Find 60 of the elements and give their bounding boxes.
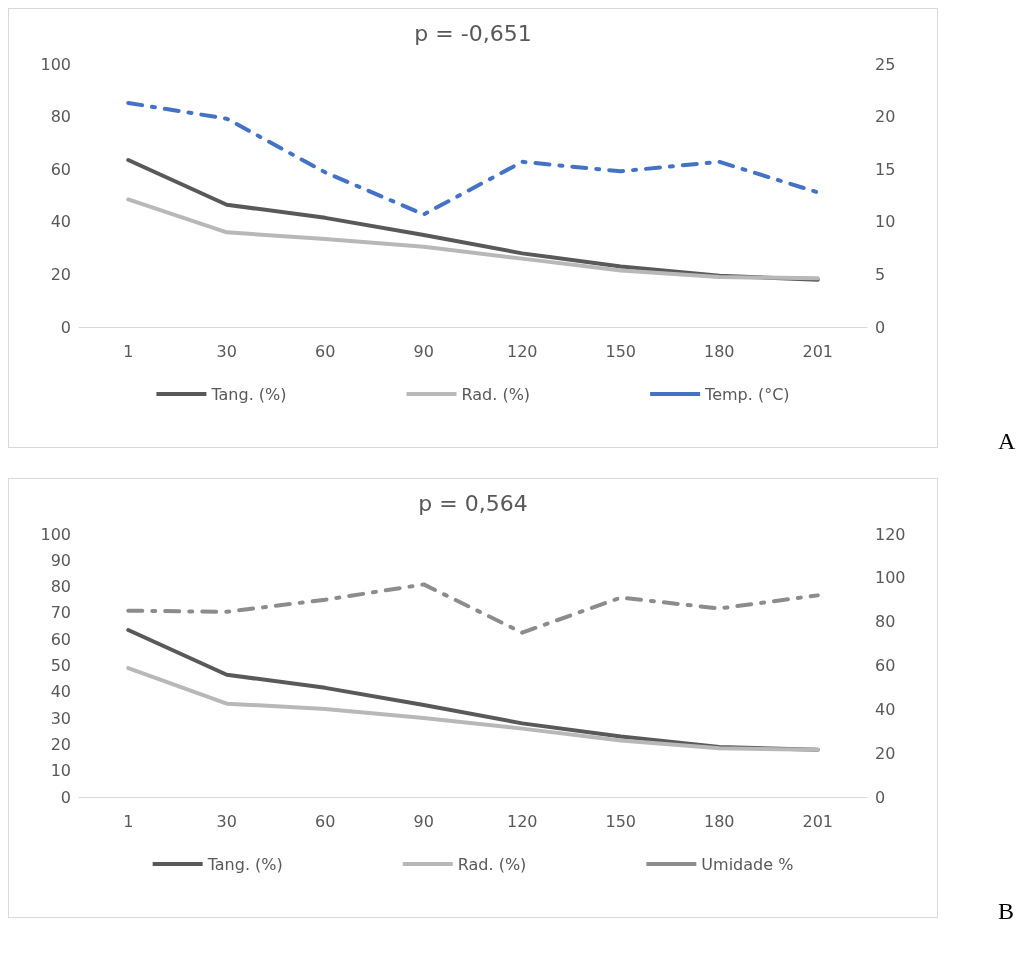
- x-tick-label: 150: [605, 811, 637, 831]
- x-tick-label: 90: [413, 811, 434, 831]
- y-tick-label: 20: [50, 734, 71, 754]
- y-tick-label: 0: [60, 787, 71, 807]
- x-tick-label: 30: [216, 341, 237, 361]
- text: B: [998, 898, 1015, 925]
- legend-label: Umidade %: [701, 854, 794, 874]
- legend-label: Tang. (%): [206, 854, 283, 874]
- line-series: [126, 666, 820, 752]
- x-tick-label: 30: [216, 811, 237, 831]
- legend-label: Rad. (%): [461, 384, 531, 404]
- x-tick-label: 60: [315, 341, 336, 361]
- x-tick-label: 1: [123, 341, 134, 361]
- x-tick-label: 180: [703, 341, 735, 361]
- y-tick-label: 60: [50, 159, 71, 179]
- y2-tick-label: 0: [875, 317, 886, 337]
- y2-tick-label: 15: [875, 159, 896, 179]
- y2-tick-label: 25: [875, 54, 896, 74]
- chart-title: p = 0,564: [418, 490, 528, 516]
- legend-label: Temp. (°C): [704, 384, 790, 404]
- y2-tick-label: 60: [875, 656, 896, 675]
- y-tick-label: 60: [50, 629, 71, 649]
- y-tick-label: 80: [50, 577, 71, 597]
- y-tick-label: 10: [50, 761, 71, 781]
- y-tick-label: 0: [60, 317, 71, 337]
- y-tick-label: 40: [50, 212, 71, 232]
- y-tick-label: 100: [40, 524, 71, 544]
- x-tick-label: 201: [802, 811, 834, 831]
- x-tick-label: 201: [802, 341, 834, 361]
- x-tick-label: 1: [123, 811, 134, 831]
- y-tick-label: 100: [40, 54, 71, 74]
- y-tick-label: 50: [50, 656, 71, 675]
- text: A: [998, 428, 1016, 455]
- y2-tick-label: 80: [875, 612, 896, 632]
- x-tick-label: 120: [506, 811, 538, 831]
- y2-tick-label: 10: [875, 212, 896, 232]
- y-tick-label: 20: [50, 264, 71, 284]
- y2-tick-label: 120: [875, 524, 906, 544]
- legend-label: Tang. (%): [210, 384, 287, 404]
- chart-title: p = -0,651: [414, 20, 532, 46]
- y-tick-label: 70: [50, 603, 71, 623]
- y2-tick-label: 100: [875, 568, 906, 588]
- x-tick-label: 150: [605, 341, 637, 361]
- y2-tick-label: 5: [875, 264, 886, 284]
- y2-tick-label: 40: [875, 699, 896, 719]
- line-series: [126, 197, 820, 281]
- y2-tick-label: 20: [875, 743, 896, 763]
- line-series: [126, 100, 820, 217]
- y-tick-label: 80: [50, 107, 71, 127]
- x-tick-label: 60: [315, 811, 336, 831]
- x-tick-label: 180: [703, 811, 735, 831]
- x-tick-label: 120: [506, 341, 538, 361]
- y-tick-label: 90: [50, 550, 71, 570]
- line-series: [126, 582, 820, 635]
- y2-tick-label: 20: [875, 107, 896, 127]
- legend-label: Rad. (%): [457, 854, 527, 874]
- x-tick-label: 90: [413, 341, 434, 361]
- y2-tick-label: 0: [875, 787, 886, 807]
- y-tick-label: 40: [50, 682, 71, 702]
- y-tick-label: 30: [50, 708, 71, 728]
